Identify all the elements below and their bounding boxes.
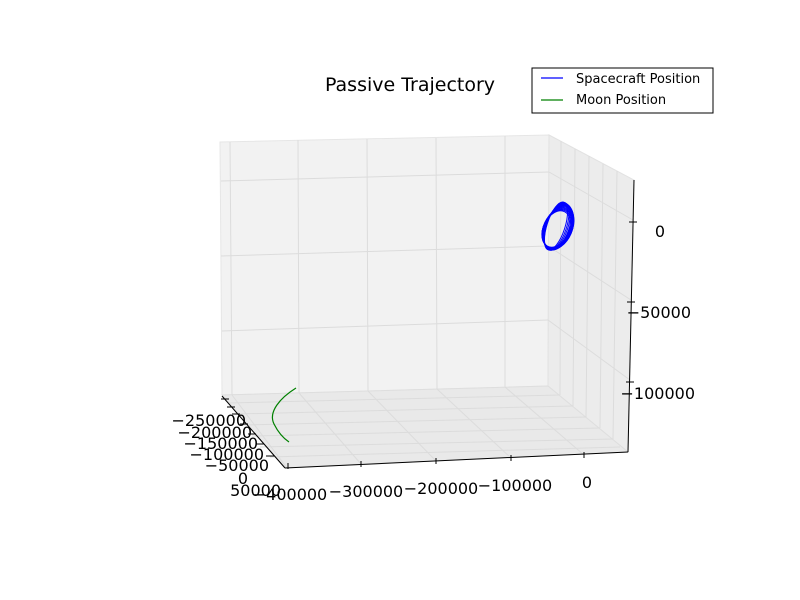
axis-lines [221, 179, 635, 469]
legend-label-moon: Moon Position [576, 93, 666, 108]
x-tick-label: −200000 [404, 479, 478, 498]
x-tick-label: −400000 [253, 485, 327, 504]
z-tick-label: −50000 [627, 303, 691, 322]
y-tick-label: 50000 [230, 481, 281, 500]
spacecraft-position-series [541, 201, 575, 251]
y-tick-marks [221, 398, 274, 457]
y-tick-labels: −250000 −200000 −150000 −100000 −50000 0… [172, 411, 281, 500]
x-tick-label: 0 [582, 473, 592, 492]
y-tick-label: −100000 [190, 445, 264, 464]
x-axis-line [284, 451, 629, 469]
x-tick-label: −100000 [478, 476, 552, 495]
y-axis-line [221, 395, 286, 469]
legend: Spacecraft Position Moon Position [531, 67, 714, 114]
z-axis-line [627, 179, 635, 453]
y-tick-label: 0 [238, 469, 248, 488]
legend-label-spacecraft: Spacecraft Position [576, 72, 700, 87]
z-tick-labels: 0 −50000 −100000 [621, 222, 695, 403]
z-tick-marks [626, 221, 637, 383]
y-tick-label: −250000 [172, 411, 246, 430]
x-tick-label: −300000 [329, 482, 403, 501]
y-tick-label: −50000 [205, 456, 269, 475]
x-tick-labels: −400000 −300000 −200000 −100000 0 [253, 473, 592, 504]
z-tick-label: −100000 [621, 384, 695, 403]
chart-title: Passive Trajectory [325, 74, 495, 96]
legend-box [531, 67, 714, 114]
spacecraft-orbit-loop [541, 210, 571, 248]
z-tick-label: 0 [655, 222, 665, 241]
back-pane [219, 134, 550, 396]
gridlines [220, 136, 634, 469]
x-tick-marks [287, 452, 585, 469]
y-tick-label: −150000 [184, 434, 258, 453]
y-tick-label: −200000 [178, 423, 252, 442]
moon-position-series [271, 387, 297, 443]
